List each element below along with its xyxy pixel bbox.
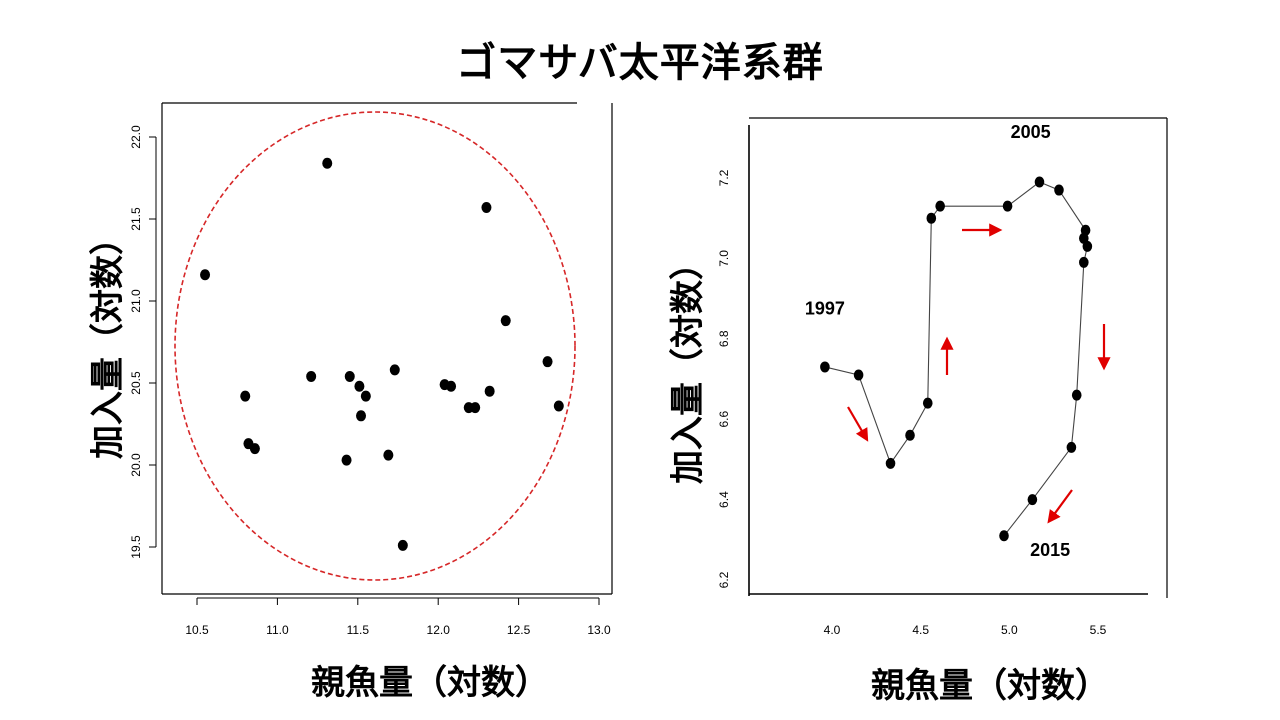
right-x-axis-label: 親魚量（対数） [871, 666, 1109, 706]
data-point [500, 315, 511, 327]
x-tick-label: 12.5 [507, 623, 531, 637]
y-tick-label: 6.2 [717, 571, 731, 588]
page-title: ゴマサバ太平洋系群 [456, 40, 824, 86]
data-point [922, 397, 933, 409]
data-point [240, 390, 251, 402]
data-point [354, 380, 365, 392]
highlight-ellipse [174, 111, 576, 581]
data-point [306, 370, 317, 382]
left-scatter-chart: 10.5 11.0 11.5 12.0 12.5 13.0 19.5 20.0 20.5 21.0… [129, 102, 613, 637]
y-tick-label: 21.0 [129, 289, 143, 313]
direction-arrow [1047, 489, 1073, 524]
data-point [249, 443, 260, 455]
x-tick-label: 5.0 [1001, 623, 1018, 637]
left-y-axis-label: 加入量（対数） [88, 221, 128, 459]
data-point [200, 269, 211, 281]
data-point [360, 390, 371, 402]
data-point [1027, 494, 1038, 506]
data-point [885, 457, 896, 469]
data-point [1082, 240, 1093, 252]
data-point [389, 364, 400, 376]
data-point [1066, 441, 1077, 453]
x-tick-label: 5.5 [1090, 623, 1107, 637]
y-tick-label: 6.8 [717, 330, 731, 347]
data-point [1002, 200, 1013, 212]
data-point [397, 539, 408, 551]
data-point [383, 449, 394, 461]
data-point [999, 530, 1009, 542]
right-y-axis-label: 加入量（対数） [668, 246, 708, 484]
data-point [820, 361, 830, 373]
data-point [905, 429, 915, 441]
data-point [1054, 184, 1064, 196]
x-tick-label: 11.0 [266, 623, 289, 637]
data-point [1079, 256, 1089, 268]
y-tick-label: 21.5 [129, 207, 143, 231]
data-point [542, 356, 553, 368]
data-point [481, 202, 492, 214]
data-point [344, 370, 355, 382]
data-point [926, 212, 937, 224]
year-label: 2005 [1011, 122, 1051, 142]
data-point [553, 400, 564, 412]
y-tick-label: 7.2 [717, 169, 731, 186]
y-tick-label: 7.0 [717, 250, 731, 267]
data-point [322, 157, 333, 169]
y-tick-label: 20.5 [129, 371, 143, 395]
y-tick-label: 6.6 [717, 411, 731, 428]
right-line-chart: 4.0 4.5 5.0 5.5 6.2 6.4 6.6 6.8 7.0 7.2 1997 2005 20… [717, 117, 1168, 637]
y-tick-label: 22.0 [129, 125, 143, 149]
x-tick-label: 12.0 [427, 623, 451, 637]
y-tick-label: 20.0 [129, 453, 143, 477]
x-tick-label: 4.5 [912, 623, 929, 637]
data-point [341, 454, 352, 466]
data-point [470, 402, 481, 414]
x-tick-label: 11.5 [347, 623, 370, 637]
y-tick-label: 6.4 [717, 491, 731, 508]
data-point [853, 369, 864, 381]
x-tick-label: 4.0 [824, 623, 841, 637]
data-point [484, 385, 495, 397]
x-tick-label: 10.5 [185, 623, 209, 637]
data-point [356, 410, 367, 422]
data-point [935, 200, 945, 212]
left-x-axis-label: 親魚量（対数） [311, 663, 549, 703]
series-line [824, 181, 1088, 537]
data-point [1034, 176, 1045, 188]
y-tick-label: 19.5 [129, 535, 143, 559]
data-point [446, 380, 457, 392]
year-label: 2015 [1030, 540, 1070, 560]
data-point [1071, 389, 1082, 401]
year-label: 1997 [805, 299, 845, 319]
x-tick-label: 13.0 [587, 623, 611, 637]
direction-arrow [847, 406, 869, 442]
